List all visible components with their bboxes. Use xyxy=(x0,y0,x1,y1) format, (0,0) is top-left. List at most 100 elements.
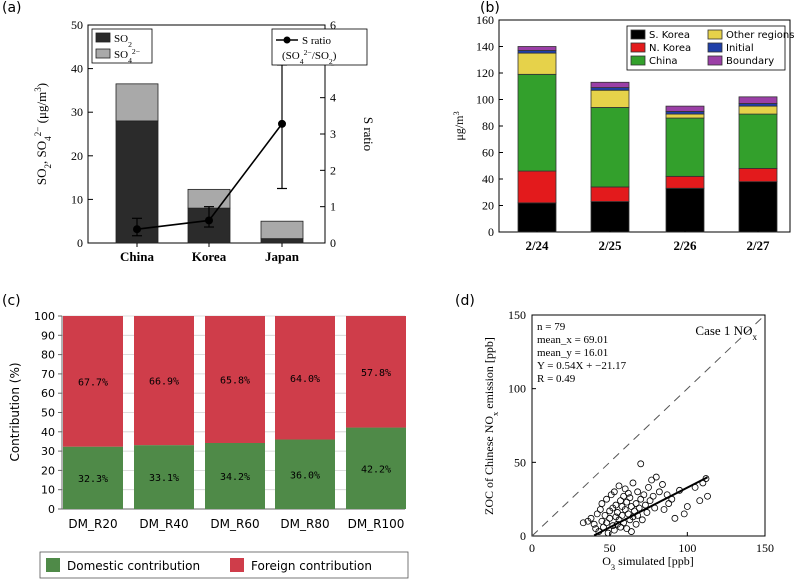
bar-2/26-n-korea xyxy=(665,175,705,189)
text-part: /SO xyxy=(312,50,329,62)
x-tick-label: 0 xyxy=(529,541,535,555)
y-tick-label: 50 xyxy=(71,18,83,32)
scatter-point xyxy=(590,520,598,528)
scatter-point xyxy=(659,481,666,488)
panel-label: (b) xyxy=(480,0,500,16)
bar-korea-4 xyxy=(187,188,231,209)
bar-dm_r80-foreign xyxy=(275,316,335,440)
bar-value-label: 36.0% xyxy=(290,470,320,481)
text-part: O xyxy=(602,554,611,568)
bar-value-label: 32.3% xyxy=(78,474,108,485)
legend-swatch xyxy=(630,55,646,66)
text-part: SO xyxy=(34,168,49,185)
scatter-point xyxy=(635,504,643,512)
scatter-point xyxy=(646,497,654,505)
x-tick-label: 100 xyxy=(678,541,696,555)
scatter-point xyxy=(617,523,624,531)
bar-2/24-china xyxy=(517,73,557,172)
x-tick-label: DM_R20 xyxy=(68,517,117,531)
text-part: ) xyxy=(34,83,49,87)
scatter-point xyxy=(704,492,711,500)
x-tick-label: Japan xyxy=(265,249,300,264)
panel-label: (a) xyxy=(2,0,22,16)
bar-value-label: 34.2% xyxy=(220,472,250,483)
text-part: Case 1 NO xyxy=(695,323,752,338)
scatter-point xyxy=(593,510,601,518)
y2-tick-label: 2 xyxy=(330,163,336,177)
bar-value-label: 33.1% xyxy=(149,473,179,484)
stats-line: Y = 0.54X + −21.17 xyxy=(537,360,627,372)
y-tick-label: 40 xyxy=(482,172,494,186)
bar-2/26-boundary xyxy=(665,105,705,112)
legend-label: Boundary xyxy=(726,56,774,67)
s-ratio-point xyxy=(205,216,213,225)
y-tick-label: 140 xyxy=(476,40,494,54)
scatter-point xyxy=(637,495,645,503)
x-tick-label: 2/26 xyxy=(673,238,697,253)
y-axis-title-d: ZOC of Chinese NOx emission [ppb] xyxy=(482,337,500,515)
text-part: 4 xyxy=(300,57,304,66)
y-tick-label: 60 xyxy=(41,387,55,400)
y2-tick-label: 0 xyxy=(330,236,336,250)
text-part: 3 xyxy=(33,87,43,92)
bar-dm_r20-foreign xyxy=(63,316,123,447)
y-tick-label: 20 xyxy=(482,199,494,213)
text-part: 3 xyxy=(611,563,615,572)
bar-2/25-china xyxy=(590,107,630,188)
y-tick-label: 10 xyxy=(71,192,83,206)
scatter-point xyxy=(660,506,668,513)
bar-2/26-china xyxy=(665,117,705,177)
y-axis-title-c: Contribution (%) xyxy=(8,362,22,461)
bar-2/27-other-regions xyxy=(738,105,778,115)
legend-label: Foreign contribution xyxy=(251,559,372,573)
y-tick-label: 60 xyxy=(482,146,494,160)
y2-axis-title-a: S ratio xyxy=(361,117,376,151)
bar-2/25-boundary xyxy=(590,81,630,88)
one-to-one-line xyxy=(531,314,766,537)
legend-line-label: S ratio xyxy=(302,35,332,47)
bar-2/24-other-regions xyxy=(517,52,557,75)
bar-china-4 xyxy=(115,83,159,122)
s-ratio-point xyxy=(133,225,141,234)
stats-line: mean_y = 16.01 xyxy=(537,347,608,359)
y-tick-label: 20 xyxy=(71,149,83,163)
legend-label: Domestic contribution xyxy=(67,559,200,573)
y-axis-title-b: μg/m3 xyxy=(452,111,467,140)
y-tick-label: 150 xyxy=(508,308,526,322)
legend-swatch xyxy=(707,42,723,53)
bar-dm_r60-domestic xyxy=(205,442,265,509)
scatter-point xyxy=(638,516,646,524)
scatter-point xyxy=(610,526,618,534)
legend-label: China xyxy=(649,56,678,67)
y-tick-label: 100 xyxy=(476,93,494,107)
bar-2/24-boundary xyxy=(517,46,557,51)
y2-tick-label: 4 xyxy=(330,91,336,105)
text-part: (SO xyxy=(282,50,300,62)
y-tick-label: 160 xyxy=(476,13,494,27)
scatter-point xyxy=(671,514,679,522)
scatter-point xyxy=(634,488,642,496)
scatter-point xyxy=(655,488,663,496)
text-part: (μg/m xyxy=(34,92,49,127)
bar-2/26-s-korea xyxy=(665,187,705,233)
bar-japan-4 xyxy=(260,220,304,240)
plot-frame-d xyxy=(531,314,766,537)
legend-label: SO42− xyxy=(114,47,140,65)
text-part: 2− xyxy=(33,127,43,137)
legend-swatch xyxy=(46,558,60,572)
bar-dm_r40-domestic xyxy=(134,445,194,509)
text-part: x xyxy=(491,411,500,416)
bar-dm_r60-foreign xyxy=(205,316,265,443)
scatter-point xyxy=(618,511,626,519)
y-tick-label: 120 xyxy=(476,66,494,80)
scatter-point xyxy=(579,519,587,527)
x-tick-label: DM_R100 xyxy=(348,517,405,531)
y-tick-label: 100 xyxy=(508,382,526,396)
y-tick-label: 70 xyxy=(41,368,55,381)
legend-label: Initial xyxy=(726,43,754,54)
bar-value-label: 66.9% xyxy=(149,377,179,388)
text-part: 3 xyxy=(452,111,461,115)
x-tick-label: Korea xyxy=(192,249,227,264)
x-tick-label: 50 xyxy=(604,541,616,555)
text-part: ZOC of Chinese NO xyxy=(482,416,496,515)
